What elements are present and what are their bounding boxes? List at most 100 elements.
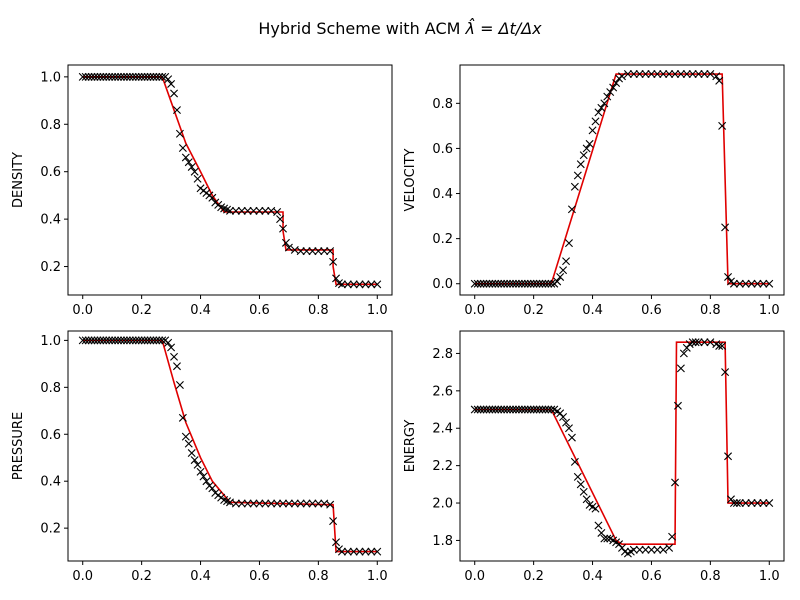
- energy-data-point: [541, 405, 550, 414]
- density-data-point: [111, 72, 120, 81]
- energy-data-point: [600, 534, 609, 543]
- density-data-point: [190, 167, 199, 176]
- pressure-ytick-label: 0.4: [40, 475, 61, 490]
- energy-data-point: [494, 405, 503, 414]
- density-data-point: [249, 206, 258, 215]
- pressure-data-point: [208, 484, 217, 493]
- pressure-data-point: [143, 336, 152, 345]
- density-data-point: [105, 72, 114, 81]
- density-data-point: [237, 206, 246, 215]
- pressure-data-point: [108, 336, 117, 345]
- energy-exact-line: [474, 341, 770, 545]
- velocity-data-point: [718, 121, 727, 130]
- density-data-point: [308, 247, 317, 256]
- velocity-data-point: [603, 92, 612, 101]
- density-data-point: [158, 72, 167, 81]
- pressure-data-point: [355, 547, 364, 556]
- density-data-point: [84, 72, 93, 81]
- velocity-ytick-label: 0.8: [432, 97, 453, 112]
- energy-data-point: [470, 405, 479, 414]
- velocity-data-point: [485, 279, 494, 288]
- density-data-point: [208, 193, 217, 202]
- pressure-data-point: [125, 336, 134, 345]
- density-data-point: [296, 247, 305, 256]
- velocity-xtick-label: 0.2: [523, 303, 544, 318]
- density-ytick-label: 0.8: [40, 118, 61, 133]
- energy-data-point: [629, 545, 638, 554]
- density-data-point: [326, 247, 335, 256]
- density-data-point: [349, 280, 358, 289]
- velocity-data-point: [609, 83, 618, 92]
- density-data-point: [231, 206, 240, 215]
- pressure-data-point: [149, 336, 158, 345]
- pressure-data-point: [296, 499, 305, 508]
- velocity-data-point: [600, 99, 609, 108]
- energy-data-point: [532, 405, 541, 414]
- energy-data-point: [523, 405, 532, 414]
- velocity-data-point: [647, 70, 656, 79]
- velocity-data-point: [606, 88, 615, 97]
- density-data-point: [164, 75, 173, 84]
- energy-data-point: [665, 543, 674, 552]
- velocity-data-point: [759, 279, 768, 288]
- velocity-data-point: [597, 103, 606, 112]
- pressure-data-point: [332, 538, 341, 547]
- energy-data-point: [688, 338, 697, 347]
- energy-xtick-label: 0.2: [523, 569, 544, 584]
- velocity-data-point: [506, 279, 515, 288]
- velocity-data-point: [482, 279, 491, 288]
- energy-data-point: [497, 405, 506, 414]
- energy-ytick-label: 2.6: [432, 384, 453, 399]
- energy-ytick-label: 1.8: [432, 534, 453, 549]
- velocity-ylabel: VELOCITY: [403, 148, 418, 211]
- velocity-data-point: [538, 279, 547, 288]
- density-data-point: [93, 72, 102, 81]
- density-ytick-label: 0.4: [40, 213, 61, 228]
- velocity-data-point: [724, 272, 733, 281]
- energy-data-point: [506, 405, 515, 414]
- pressure-data-point: [93, 336, 102, 345]
- velocity-data-point: [653, 70, 662, 79]
- density-ytick-label: 1.0: [40, 70, 61, 85]
- density-data-point: [146, 72, 155, 81]
- velocity-data-point: [706, 70, 715, 79]
- velocity-data-point: [476, 279, 485, 288]
- energy-data-point: [700, 338, 709, 347]
- velocity-data-point: [517, 279, 526, 288]
- velocity-data-point: [588, 126, 597, 135]
- pressure-axes-frame: [67, 330, 393, 562]
- density-data-point: [181, 153, 190, 162]
- energy-xtick-label: 0.0: [464, 569, 485, 584]
- pressure-data-point: [184, 439, 193, 448]
- pressure-data-point: [155, 336, 164, 345]
- density-data-point: [175, 129, 184, 138]
- density-data-point: [137, 72, 146, 81]
- velocity-data-point: [618, 72, 626, 81]
- energy-data-point: [547, 405, 556, 414]
- velocity-data-point: [532, 279, 541, 288]
- pressure-data-point: [128, 336, 137, 345]
- energy-xtick-label: 0.4: [582, 569, 603, 584]
- pressure-data-point: [78, 336, 87, 345]
- density-data-point: [276, 215, 285, 224]
- density-data-point: [117, 72, 126, 81]
- energy-data-point: [517, 405, 526, 414]
- velocity-data-point: [491, 279, 500, 288]
- energy-data-point: [691, 338, 700, 347]
- density-data-point: [302, 247, 311, 256]
- velocity-data-point: [511, 279, 520, 288]
- energy-ylabel: ENERGY: [403, 420, 418, 473]
- density-data-point: [184, 158, 193, 167]
- energy-data-point: [573, 472, 582, 481]
- pressure-ytick-label: 0.8: [40, 381, 61, 396]
- energy-ytick-label: 2.2: [432, 459, 453, 474]
- velocity-xtick-label: 1.0: [759, 303, 780, 318]
- density-data-point: [172, 106, 181, 115]
- velocity-data-point: [579, 151, 588, 160]
- energy-data-point: [485, 405, 494, 414]
- velocity-data-point: [585, 139, 594, 148]
- velocity-data-point: [547, 279, 556, 288]
- density-data-point: [314, 247, 323, 256]
- density-data-point: [329, 257, 338, 266]
